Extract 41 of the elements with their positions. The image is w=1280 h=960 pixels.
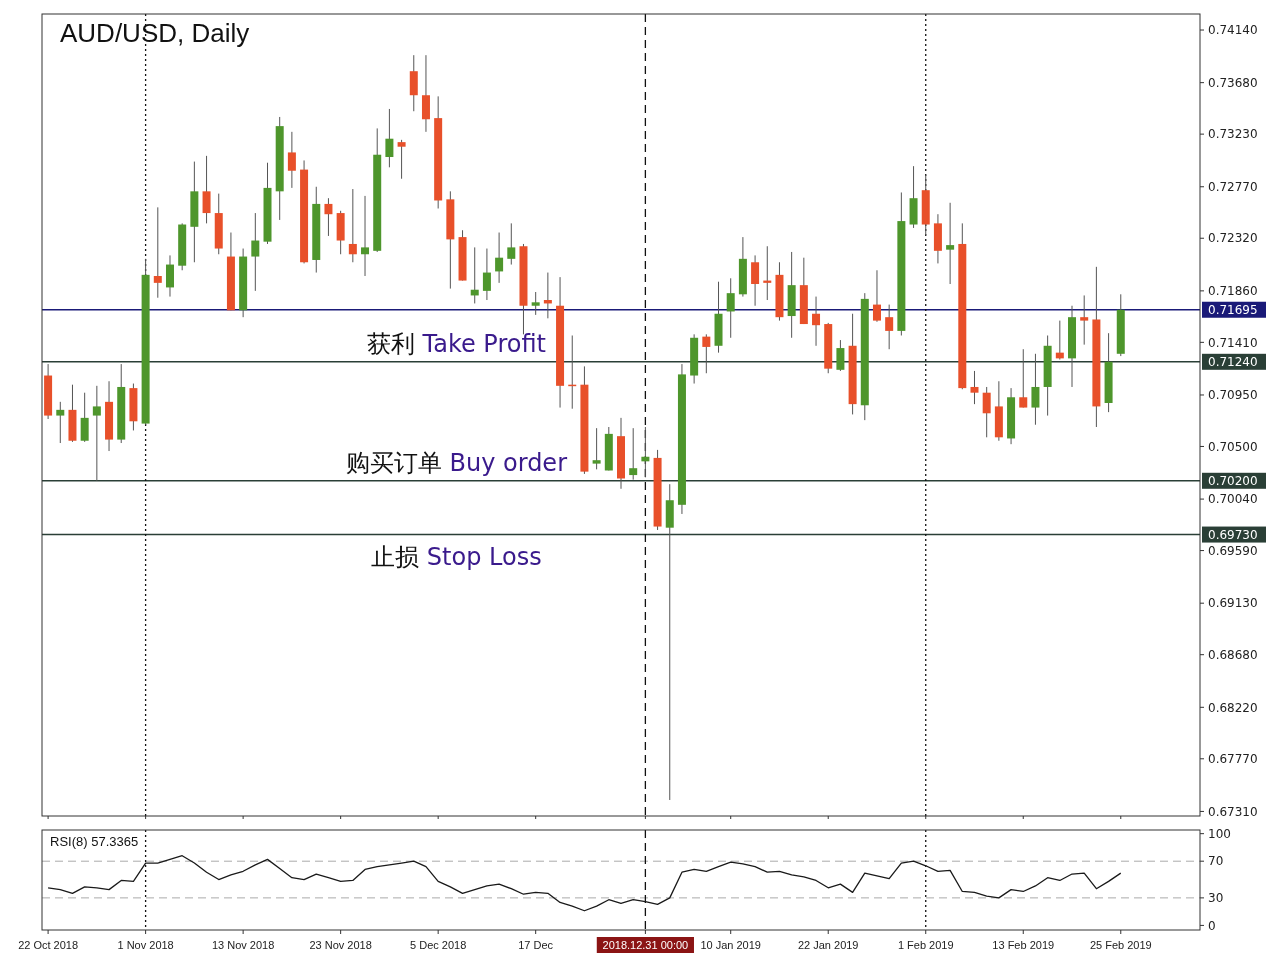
annotation: 获利 Take Profit [366, 329, 546, 358]
annotation: 止损 Stop Loss [371, 542, 542, 571]
y-tick-label: 0.70950 [1208, 388, 1258, 403]
y-tick-label: 0.67770 [1208, 752, 1258, 766]
ref-line-label: 0.71695 [1208, 302, 1258, 317]
y-tick-label: 0.72770 [1208, 179, 1258, 194]
y-tick-label: 0.68220 [1208, 700, 1258, 715]
y-tick-label: 0.67310 [1208, 804, 1258, 819]
ref-line-label: 0.69730 [1208, 527, 1258, 542]
y-tick-label: 0.71860 [1208, 284, 1258, 299]
x-tick-label: 22 Oct 2018 [18, 939, 79, 951]
x-tick-label: 10 Jan 2019 [700, 939, 761, 951]
y-tick-label: 70 [1208, 854, 1224, 869]
y-tick-label: 0.70040 [1208, 492, 1258, 507]
chart-title: AUD/USD, Daily [60, 18, 250, 48]
ref-line-label: 0.71240 [1208, 355, 1258, 369]
x-tick-label: 13 Feb 2019 [992, 939, 1055, 951]
y-tick-label: 0.68680 [1208, 647, 1258, 662]
y-tick-label: 0.73230 [1208, 127, 1258, 142]
y-tick-label: 0 [1208, 918, 1216, 933]
y-tick-label: 0.70500 [1208, 439, 1258, 454]
y-tick-label: 0.69130 [1208, 596, 1258, 611]
x-tick-label: 17 Dec [518, 939, 554, 951]
x-tick-label: 23 Nov 2018 [309, 939, 372, 951]
y-tick-label: 0.71410 [1208, 335, 1258, 350]
x-tick-label: 13 Nov 2018 [211, 939, 275, 951]
chart-title: RSI(8) 57.3365 [50, 834, 139, 849]
x-tick-label: 25 Feb 2019 [1089, 939, 1152, 951]
y-tick-label: 30 [1208, 891, 1224, 906]
x-tick-label: 2018.12.31 00:00 [602, 939, 689, 951]
y-tick-label: 0.73680 [1208, 75, 1258, 90]
ref-line-label: 0.70200 [1208, 473, 1258, 488]
x-tick-label: 1 Feb 2019 [897, 939, 954, 951]
y-tick-label: 100 [1208, 826, 1231, 841]
y-tick-label: 0.72320 [1208, 231, 1258, 246]
x-tick-label: 5 Dec 2018 [410, 939, 467, 951]
x-tick-label: 22 Jan 2019 [797, 939, 859, 951]
y-tick-label: 0.74140 [1208, 23, 1258, 38]
x-tick-label: 1 Nov 2018 [117, 939, 174, 951]
y-tick-label: 0.69590 [1208, 543, 1258, 558]
annotation: 购买订单 Buy order [345, 448, 568, 477]
